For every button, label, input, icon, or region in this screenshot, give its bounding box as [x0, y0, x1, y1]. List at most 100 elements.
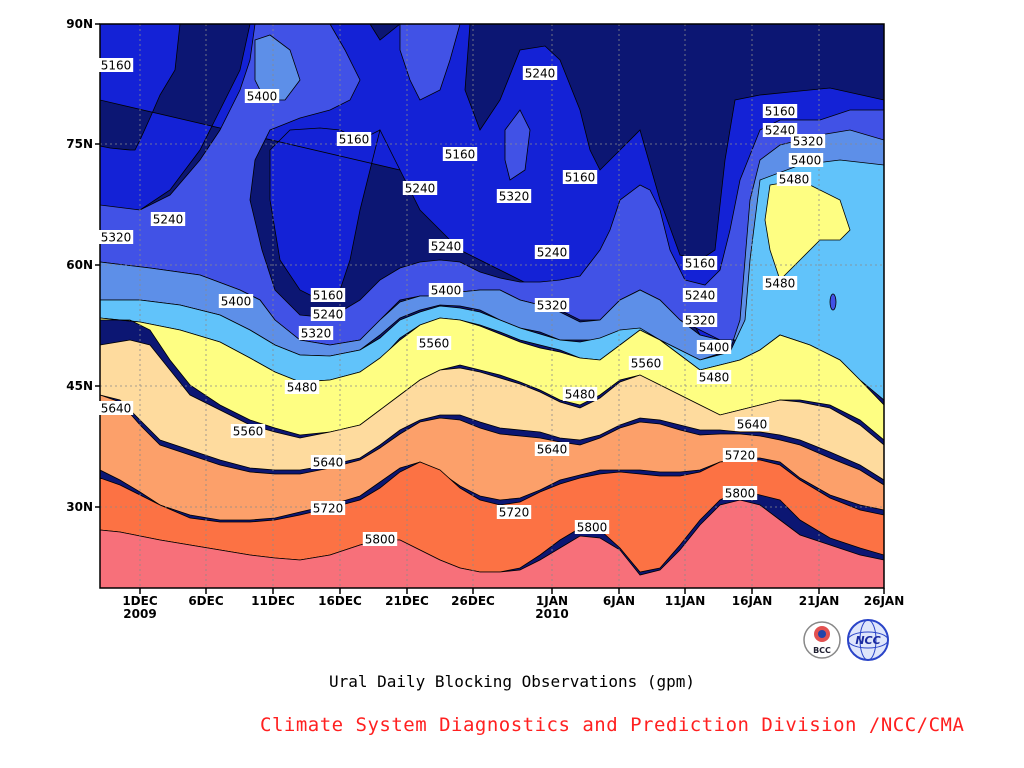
contour-label-bg: [696, 340, 732, 354]
contour-label: 5640: [737, 418, 768, 432]
contour-label: 5240: [537, 246, 568, 260]
contour-label: 5400: [431, 284, 462, 298]
contour-label-bg: [534, 245, 570, 259]
x-tick-year-label: 2010: [535, 607, 568, 621]
contour-label-bg: [98, 58, 134, 72]
contour-label: 5560: [631, 357, 662, 371]
contour-label: 5240: [405, 182, 436, 196]
contour-label-bg: [402, 181, 438, 195]
contour-label: 5640: [313, 456, 344, 470]
x-tick-label: 21JAN: [799, 594, 840, 608]
contour-label-bg: [562, 170, 598, 184]
band-gt-5800: [100, 499, 884, 588]
contour-label: 5640: [537, 443, 568, 457]
contour-label-bg: [416, 336, 452, 350]
contour-label: 5720: [313, 502, 344, 516]
contour-label: 5320: [301, 327, 332, 341]
contour-label: 5480: [765, 277, 796, 291]
contour-label-bg: [722, 486, 758, 500]
x-tick-label: 11JAN: [665, 594, 706, 608]
contour-label: 5240: [313, 308, 344, 322]
contour-label-bg: [230, 424, 266, 438]
contour-label: 5800: [577, 521, 608, 535]
contour-label-bg: [98, 230, 134, 244]
svg-text:NCC: NCC: [855, 634, 880, 647]
contour-label-bg: [310, 288, 346, 302]
y-tick-label: 90N: [66, 17, 93, 31]
x-tick-label: 6JAN: [603, 594, 635, 608]
x-tick-label: 1JAN: [536, 594, 568, 608]
contour-label: 5720: [725, 449, 756, 463]
contour-label: 5560: [419, 337, 450, 351]
contour-label-bg: [762, 104, 798, 118]
x-tick-label: 1DEC: [122, 594, 158, 608]
contour-label-bg: [362, 532, 398, 546]
contour-label-bg: [762, 123, 798, 137]
y-tick-label: 60N: [66, 258, 93, 272]
contour-label: 5320: [101, 231, 132, 245]
contour-label-bg: [776, 172, 812, 186]
contour-label-bg: [762, 276, 798, 290]
y-tick-label: 30N: [66, 500, 93, 514]
contour-label: 5480: [699, 371, 730, 385]
contour-label: 5160: [565, 171, 596, 185]
svg-text:BCC: BCC: [813, 646, 831, 655]
x-tick-label: 11DEC: [251, 594, 295, 608]
x-tick-label: 26JAN: [864, 594, 905, 608]
contour-label: 5640: [101, 402, 132, 416]
y-tick-label: 45N: [66, 379, 93, 393]
contour-label-bg: [496, 189, 532, 203]
contour-label-bg: [298, 326, 334, 340]
contour-label: 5480: [287, 381, 318, 395]
contour-label: 5320: [793, 135, 824, 149]
contour-label-bg: [150, 212, 186, 226]
contour-label-bg: [310, 455, 346, 469]
contour-label-bg: [790, 134, 826, 148]
contour-label: 5160: [313, 289, 344, 303]
credit-text: Climate System Diagnostics and Predictio…: [260, 714, 965, 736]
contour-label-bg: [628, 356, 664, 370]
contour-label-bg: [522, 66, 558, 80]
contour-label: 5240: [431, 240, 462, 254]
plot-frame: [99, 23, 885, 589]
contour-label-bg: [788, 153, 824, 167]
contour-label-bg: [574, 520, 610, 534]
contour-label-bg: [310, 501, 346, 515]
x-tick-year-label: 2009: [123, 607, 156, 621]
contour-label: 5160: [339, 133, 370, 147]
contour-label-bg: [682, 256, 718, 270]
contour-label-bg: [534, 442, 570, 456]
contour-label: 5160: [685, 257, 716, 271]
contour-label: 5240: [525, 67, 556, 81]
contour-label: 5400: [247, 90, 278, 104]
contour-label: 5480: [565, 388, 596, 402]
band-5640-5720: [100, 394, 884, 521]
contour-label: 5480: [779, 173, 810, 187]
contour-label-bg: [218, 294, 254, 308]
contour-label: 5240: [765, 124, 796, 138]
contour-label-bg: [682, 313, 718, 327]
contour-label-bg: [496, 505, 532, 519]
ncc-logo: NCC: [847, 619, 889, 661]
contour-label-bg: [428, 283, 464, 297]
contour-label-bg: [428, 239, 464, 253]
x-tick-label: 16DEC: [318, 594, 362, 608]
x-tick-label: 26DEC: [451, 594, 495, 608]
contour-label: 5800: [365, 533, 396, 547]
contour-label-bg: [734, 417, 770, 431]
contour-label: 5160: [445, 148, 476, 162]
contour-label: 5240: [685, 289, 716, 303]
contour-label-bg: [722, 448, 758, 462]
contour-label-bg: [98, 401, 134, 415]
gridlines: [100, 24, 884, 588]
x-tick-label: 6DEC: [188, 594, 224, 608]
bcc-logo: BCC: [803, 621, 841, 659]
chart-title: Ural Daily Blocking Observations (gpm): [328, 672, 696, 691]
y-tick-label: 75N: [66, 137, 93, 151]
contour-label: 5800: [725, 487, 756, 501]
contour-label-bg: [562, 387, 598, 401]
contour-label: 5240: [153, 213, 184, 227]
contour-label: 5560: [233, 425, 264, 439]
